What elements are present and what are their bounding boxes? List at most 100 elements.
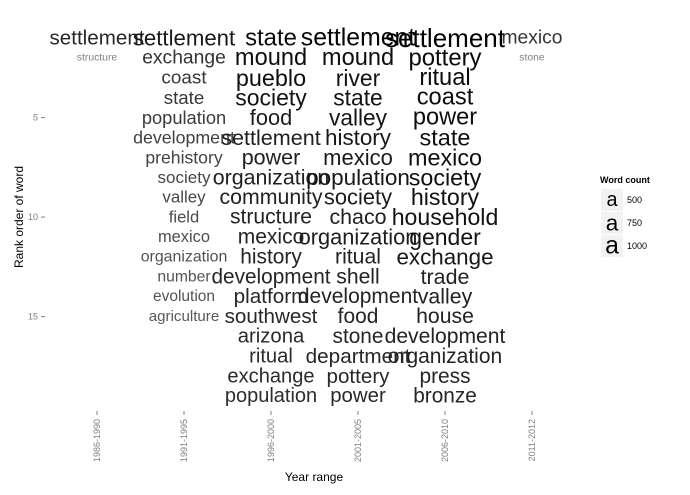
word-label: history	[240, 245, 302, 268]
word-label: population	[306, 165, 410, 190]
words-layer: settlementstructuresettlementexchangecoa…	[49, 23, 562, 408]
word-label: shell	[336, 265, 379, 288]
word-label: exchange	[227, 365, 314, 387]
legend-items: a 500 a 750 a 1000	[601, 189, 647, 260]
word-label: mexico	[238, 226, 305, 249]
word-label: house	[416, 305, 474, 328]
x-tick-label: 2001-2005	[353, 419, 363, 462]
legend-glyph: a	[605, 233, 619, 260]
word-label: development	[133, 128, 235, 148]
word-label: state	[420, 125, 471, 151]
x-axis-title: Year range	[285, 470, 344, 484]
word-label: river	[336, 65, 381, 91]
word-label: organization	[141, 248, 228, 265]
y-tick-label: 10	[28, 212, 38, 222]
word-label: mexico	[158, 228, 210, 246]
legend-key	[601, 235, 623, 257]
word-label: pottery	[327, 365, 391, 388]
x-tick-label: 2006-2010	[440, 419, 450, 462]
word-label: valley	[329, 105, 388, 131]
y-axis: 5 10 15	[28, 113, 45, 322]
word-label: structure	[230, 206, 312, 229]
legend-label: 750	[627, 218, 642, 228]
word-label: mound	[322, 45, 394, 71]
word-label: society	[235, 85, 307, 111]
word-label: mound	[235, 45, 307, 71]
word-label: development	[298, 285, 418, 308]
legend-glyph: a	[606, 211, 619, 236]
word-label: development	[211, 265, 330, 288]
legend-title: Word count	[600, 175, 650, 185]
word-label: valley	[162, 188, 206, 207]
word-label: chaco	[329, 205, 386, 229]
word-label: ritual	[335, 245, 381, 268]
word-label: power	[242, 145, 301, 169]
word-label: organization	[388, 345, 502, 368]
word-label: pottery	[408, 44, 481, 71]
word-label: society	[158, 168, 211, 187]
word-label: food	[250, 105, 292, 130]
word-label: state	[164, 87, 205, 108]
word-label: agriculture	[149, 308, 219, 325]
x-tick-label: 1996-2000	[266, 419, 276, 462]
legend-key	[601, 189, 623, 211]
word-label: evolution	[153, 288, 215, 305]
y-axis-title: Rank order of word	[12, 166, 26, 268]
word-label: history	[411, 184, 480, 210]
word-label: organization	[213, 165, 330, 189]
word-label: society	[324, 185, 392, 210]
word-label: number	[157, 268, 210, 285]
word-label: bronze	[413, 385, 477, 408]
word-label: settlement	[301, 25, 416, 52]
word-label: department	[306, 345, 411, 368]
y-tick-label: 15	[28, 312, 38, 322]
word-label: platform	[234, 285, 309, 308]
word-label: exchange	[396, 244, 493, 269]
word-label: trade	[421, 265, 470, 289]
word-label: valley	[418, 285, 473, 309]
word-label: stone	[519, 52, 545, 63]
legend-label: 500	[627, 195, 642, 205]
word-label: population	[142, 107, 226, 128]
word-label: power	[330, 385, 386, 407]
word-label: food	[338, 305, 379, 328]
x-tick-label: 2011-2012	[527, 419, 537, 461]
word-label: pueblo	[236, 65, 306, 91]
word-label: state	[333, 85, 382, 111]
legend: Word count a 500 a 750 a 1000	[600, 175, 650, 260]
word-label: field	[169, 208, 199, 227]
word-label: history	[325, 125, 392, 150]
y-tick-label: 5	[33, 113, 38, 123]
word-label: household	[392, 204, 499, 230]
legend-glyph: a	[606, 189, 618, 211]
word-label: population	[225, 385, 317, 407]
word-label: coast	[161, 67, 207, 88]
word-label: society	[409, 164, 482, 190]
word-label: structure	[77, 52, 118, 63]
word-label: stone	[333, 325, 384, 348]
legend-key	[601, 212, 623, 234]
legend-label: 1000	[627, 241, 647, 251]
word-label: gender	[409, 224, 481, 250]
word-label: settlement	[133, 26, 235, 51]
word-label: ritual	[419, 65, 470, 91]
word-label: mexico	[501, 28, 562, 49]
x-tick-label: 1991-1995	[179, 419, 189, 462]
word-label: coast	[417, 85, 474, 111]
word-label: prehistory	[145, 147, 222, 167]
word-label: settlement	[385, 23, 506, 53]
word-label: mexico	[323, 145, 393, 170]
word-label: community	[220, 185, 323, 209]
word-label: settlement	[49, 27, 144, 50]
word-label: settlement	[221, 125, 321, 150]
word-label: organization	[299, 225, 418, 250]
word-label: southwest	[225, 305, 318, 328]
word-label: mexico	[408, 144, 482, 170]
word-label: development	[385, 325, 506, 348]
word-label: ritual	[249, 345, 293, 367]
word-label: press	[419, 365, 470, 388]
word-label: power	[413, 105, 477, 131]
x-axis: 1986-1990 1991-1995 1996-2000 2001-2005 2006…	[92, 411, 537, 462]
word-label: exchange	[142, 47, 226, 68]
